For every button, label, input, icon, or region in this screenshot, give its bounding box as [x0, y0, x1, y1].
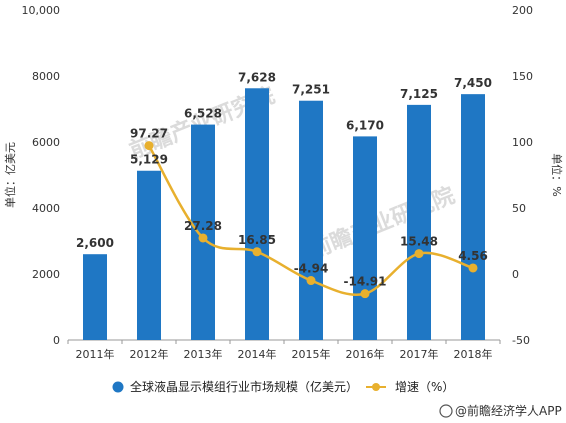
bar-series — [83, 88, 485, 341]
bar — [83, 254, 107, 340]
source-text: @前瞻经济学人APP — [455, 403, 562, 418]
bar-value-label: 7,251 — [292, 83, 330, 97]
line-point — [144, 141, 154, 151]
source-credit: @前瞻经济学人APP — [439, 403, 562, 418]
y-right-tick-label: 50 — [512, 202, 526, 215]
y-left-tick-label: 4000 — [32, 202, 60, 215]
bar-value-label: 6,528 — [184, 107, 222, 121]
y-right-tick-label: 200 — [512, 4, 533, 17]
y-right-tick-label: 150 — [512, 70, 533, 83]
x-tick-label: 2012年 — [130, 347, 169, 361]
y-left-tick-label: 8000 — [32, 70, 60, 83]
y-left-tick-label: 6000 — [32, 136, 60, 149]
data-labels: 2,600 5,129 6,528 7,628 7,251 6,170 7,125 7,450… — [76, 70, 492, 288]
brand-logo-icon — [439, 404, 453, 418]
bar — [461, 94, 485, 341]
y-left-tick-label: 10,000 — [22, 4, 61, 17]
y-left-tick-label: 2000 — [32, 268, 60, 281]
line-value-label: -14.91 — [344, 275, 387, 289]
line-point — [252, 247, 262, 257]
bar — [353, 136, 377, 340]
bar-value-label: 6,170 — [346, 118, 384, 132]
bar-value-label: 5,129 — [130, 153, 168, 167]
bar — [245, 88, 269, 340]
y-right-tick-label: -50 — [512, 334, 530, 347]
line-value-label: 97.27 — [130, 127, 168, 141]
bar-value-label: 7,450 — [454, 76, 492, 90]
y-axis-right-title: 单位：% — [550, 153, 564, 196]
bar — [299, 100, 323, 340]
legend: 全球液晶显示模组行业市场规模（亿美元） 增速（%） — [112, 379, 454, 394]
legend-bar-swatch — [112, 381, 124, 393]
svg-text:前瞻产业研究院: 前瞻产业研究院 — [306, 182, 459, 264]
legend-line-label: 增速（%） — [395, 380, 454, 394]
line-value-label: 4.56 — [458, 249, 488, 263]
y-right-tick-label: 0 — [512, 268, 519, 281]
bar — [137, 170, 161, 340]
legend-line-marker — [372, 383, 380, 391]
line-point — [360, 289, 370, 299]
line-series — [144, 141, 478, 299]
line-value-label: 16.85 — [238, 233, 276, 247]
line-value-label: 15.48 — [400, 235, 438, 249]
x-tick-label: 2016年 — [346, 347, 385, 361]
x-tick-label: 2018年 — [454, 347, 493, 361]
y-right-tick-label: 100 — [512, 136, 533, 149]
x-tick-label: 2011年 — [76, 347, 115, 361]
line-point — [198, 233, 208, 243]
x-tick-label: 2015年 — [292, 347, 331, 361]
line-value-label: 27.28 — [184, 219, 222, 233]
x-tick-label: 2013年 — [184, 347, 223, 361]
bar — [407, 104, 431, 340]
bar-value-label: 2,600 — [76, 236, 114, 250]
line-value-label: -4.94 — [294, 262, 329, 276]
bar-value-label: 7,125 — [400, 87, 438, 101]
line-point — [306, 276, 316, 286]
x-tick-label: 2014年 — [238, 347, 277, 361]
line-point — [468, 263, 478, 273]
axes: 0 2000 4000 6000 8000 10,000 -50 0 50 100 150 200 20… — [22, 4, 534, 361]
y-axis-left-title: 单位：亿美元 — [3, 142, 17, 208]
line-point — [414, 249, 424, 259]
bar-value-label: 7,628 — [238, 70, 276, 84]
x-tick-label: 2017年 — [400, 347, 439, 361]
y-left-tick-label: 0 — [53, 334, 60, 347]
legend-bar-label: 全球液晶显示模组行业市场规模（亿美元） — [130, 379, 358, 394]
bar — [191, 124, 215, 341]
